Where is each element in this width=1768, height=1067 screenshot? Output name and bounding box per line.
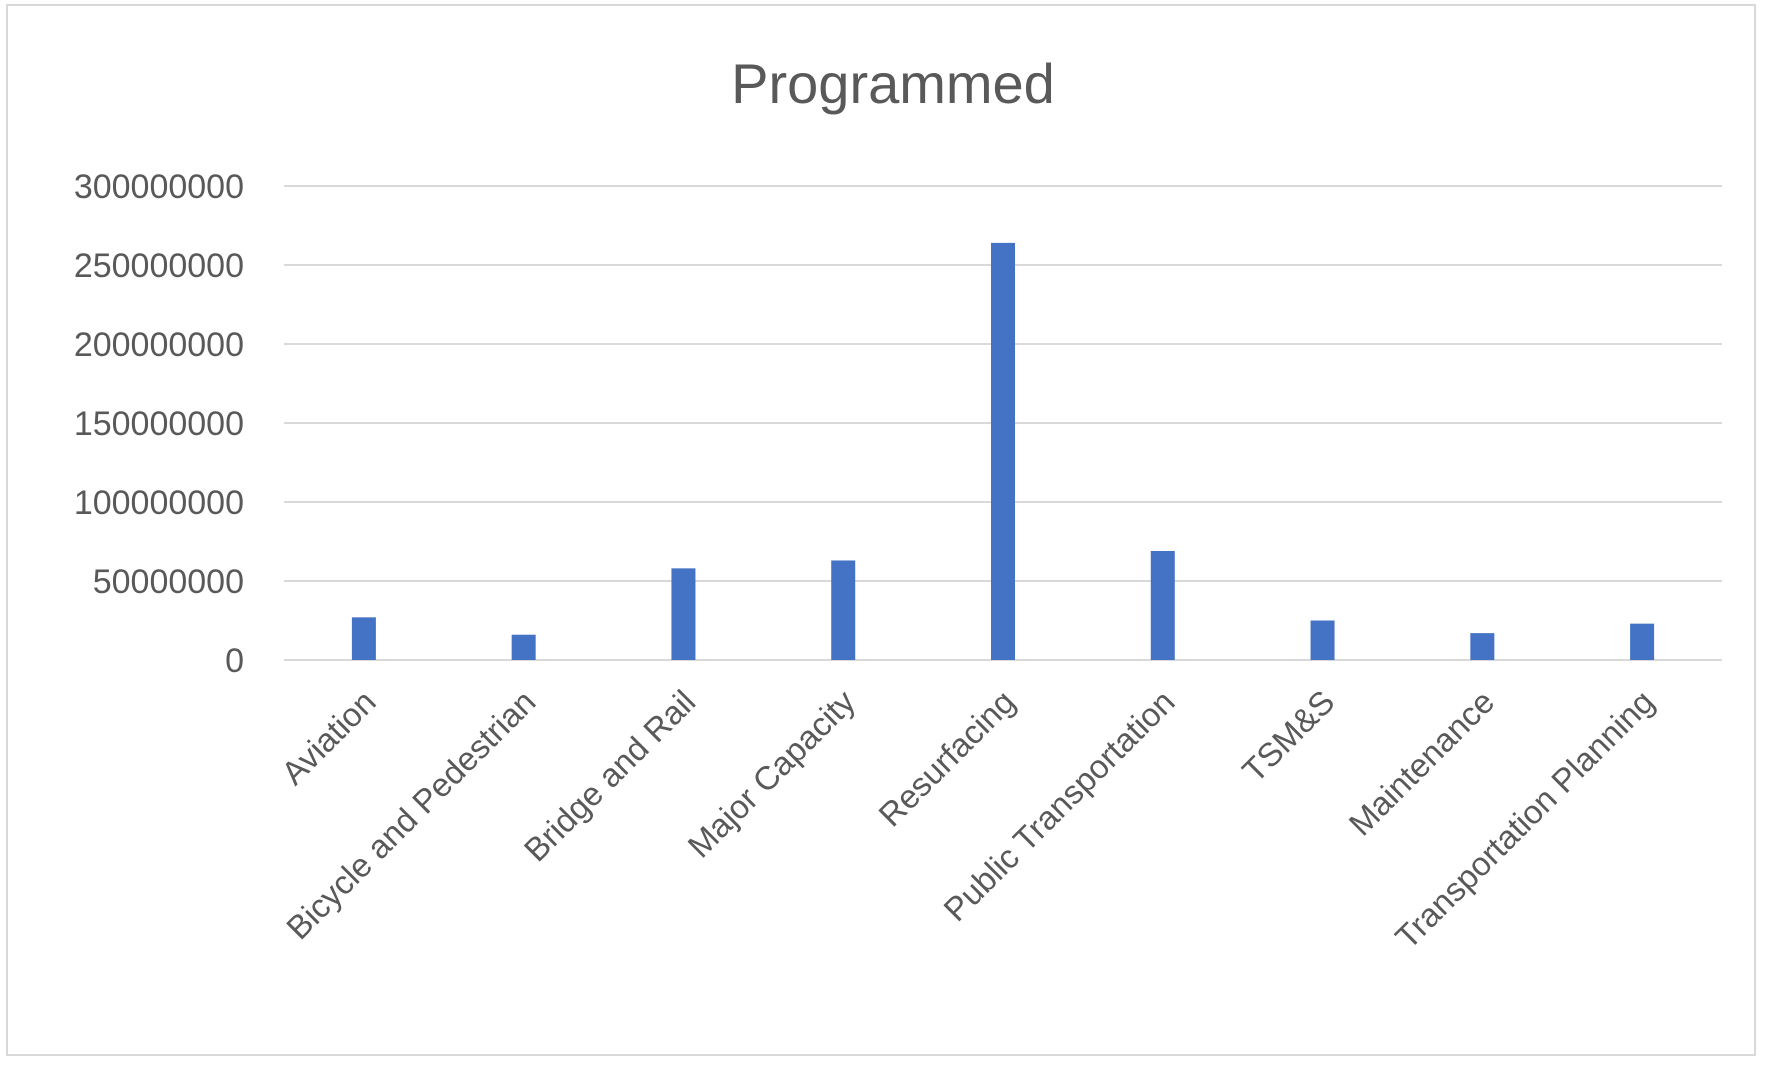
- bar: [1630, 623, 1655, 660]
- y-tick-label: 150000000: [74, 405, 244, 443]
- x-category-label: Resurfacing: [871, 683, 1022, 834]
- bar: [511, 634, 536, 660]
- x-category-label: Transportation Planning: [1388, 683, 1661, 956]
- chart-title: Programmed: [731, 52, 1055, 115]
- bar: [1310, 620, 1335, 660]
- bar: [991, 242, 1015, 660]
- y-tick-label: 300000000: [74, 168, 244, 206]
- y-tick-label: 250000000: [74, 247, 244, 285]
- x-category-label: Maintenance: [1341, 683, 1501, 843]
- bar: [1150, 550, 1175, 660]
- bar: [1470, 633, 1495, 660]
- bar: [351, 617, 376, 660]
- x-category-label: Major Capacity: [680, 682, 862, 864]
- bar: [671, 568, 696, 660]
- y-tick-label: 100000000: [74, 484, 244, 522]
- y-tick-label: 0: [225, 642, 244, 680]
- x-category-label: Bridge and Rail: [517, 683, 703, 869]
- x-category-label: TSM&S: [1235, 683, 1342, 790]
- y-tick-label: 50000000: [93, 563, 244, 601]
- bars: [351, 242, 1655, 660]
- x-category-label: Aviation: [274, 683, 383, 792]
- y-axis-ticks: 0 50000000 100000000 150000000 200000000 2500…: [74, 168, 244, 680]
- y-tick-label: 200000000: [74, 326, 244, 364]
- chart-area: [6, 4, 1756, 1056]
- bar: [831, 560, 856, 660]
